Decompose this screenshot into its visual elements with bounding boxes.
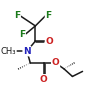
Text: O: O: [40, 75, 48, 84]
Text: F: F: [19, 30, 25, 39]
Text: CH₃: CH₃: [0, 47, 16, 56]
Text: F: F: [46, 11, 52, 20]
Text: O: O: [52, 59, 59, 68]
Text: O: O: [46, 37, 53, 46]
Text: N: N: [23, 47, 31, 56]
Text: F: F: [14, 11, 20, 20]
